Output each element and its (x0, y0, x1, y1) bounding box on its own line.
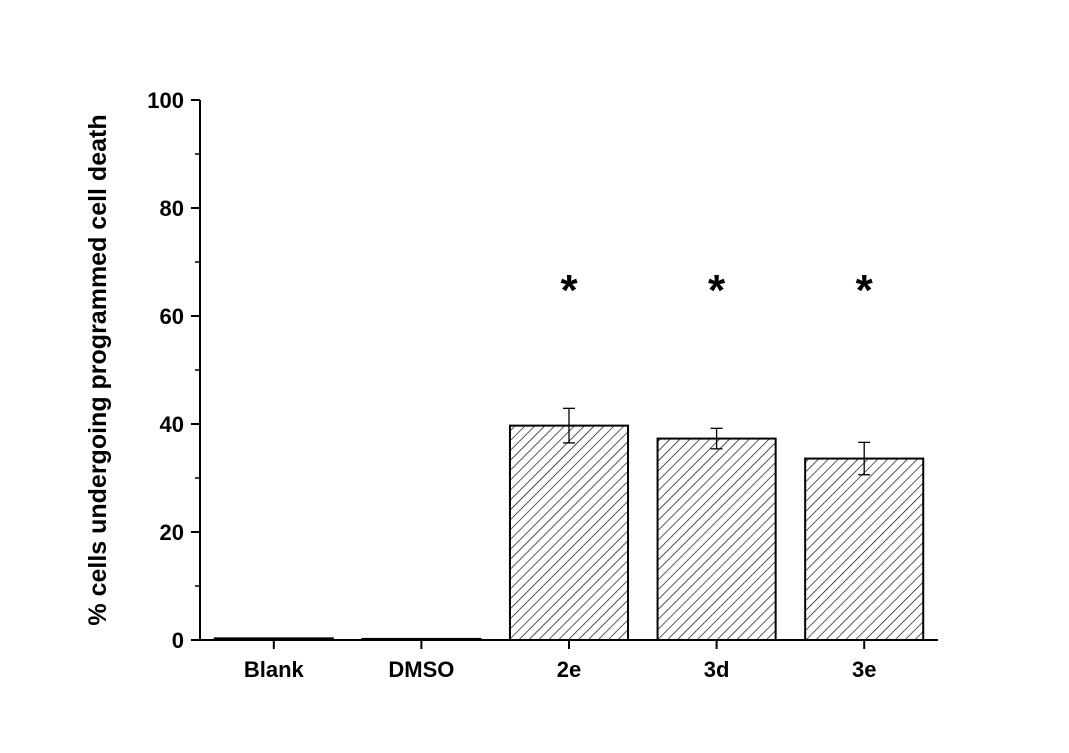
bar-2e (508, 424, 630, 641)
annotations-layer: * * * (560, 266, 873, 315)
y-tick-label: 100 (147, 88, 184, 113)
x-tick-label-blank: Blank (244, 657, 305, 682)
y-tick-label: 80 (160, 196, 184, 221)
x-tick-label-3e: 3e (852, 657, 876, 682)
y-tick-label: 0 (172, 628, 184, 653)
y-tick-label: 60 (160, 304, 184, 329)
error-bars-layer (563, 407, 871, 476)
bar-3d (656, 437, 777, 641)
x-tick-label-2e: 2e (557, 657, 581, 682)
y-ticks-layer: 0 20 40 60 80 100 (147, 88, 200, 653)
y-tick-label: 40 (160, 412, 184, 437)
y-tick-label: 20 (160, 520, 184, 545)
significance-marker-2e: * (560, 266, 578, 315)
significance-marker-3e: * (856, 266, 874, 315)
y-axis-label: % cells undergoing programmed cell death (84, 114, 112, 625)
bar-3e (804, 457, 925, 641)
significance-marker-3d: * (708, 266, 726, 315)
x-tick-label-dmso: DMSO (388, 657, 454, 682)
bars-layer (213, 424, 925, 642)
x-tick-label-3d: 3d (704, 657, 730, 682)
x-ticks-layer: Blank DMSO 2e 3d 3e (244, 640, 876, 682)
